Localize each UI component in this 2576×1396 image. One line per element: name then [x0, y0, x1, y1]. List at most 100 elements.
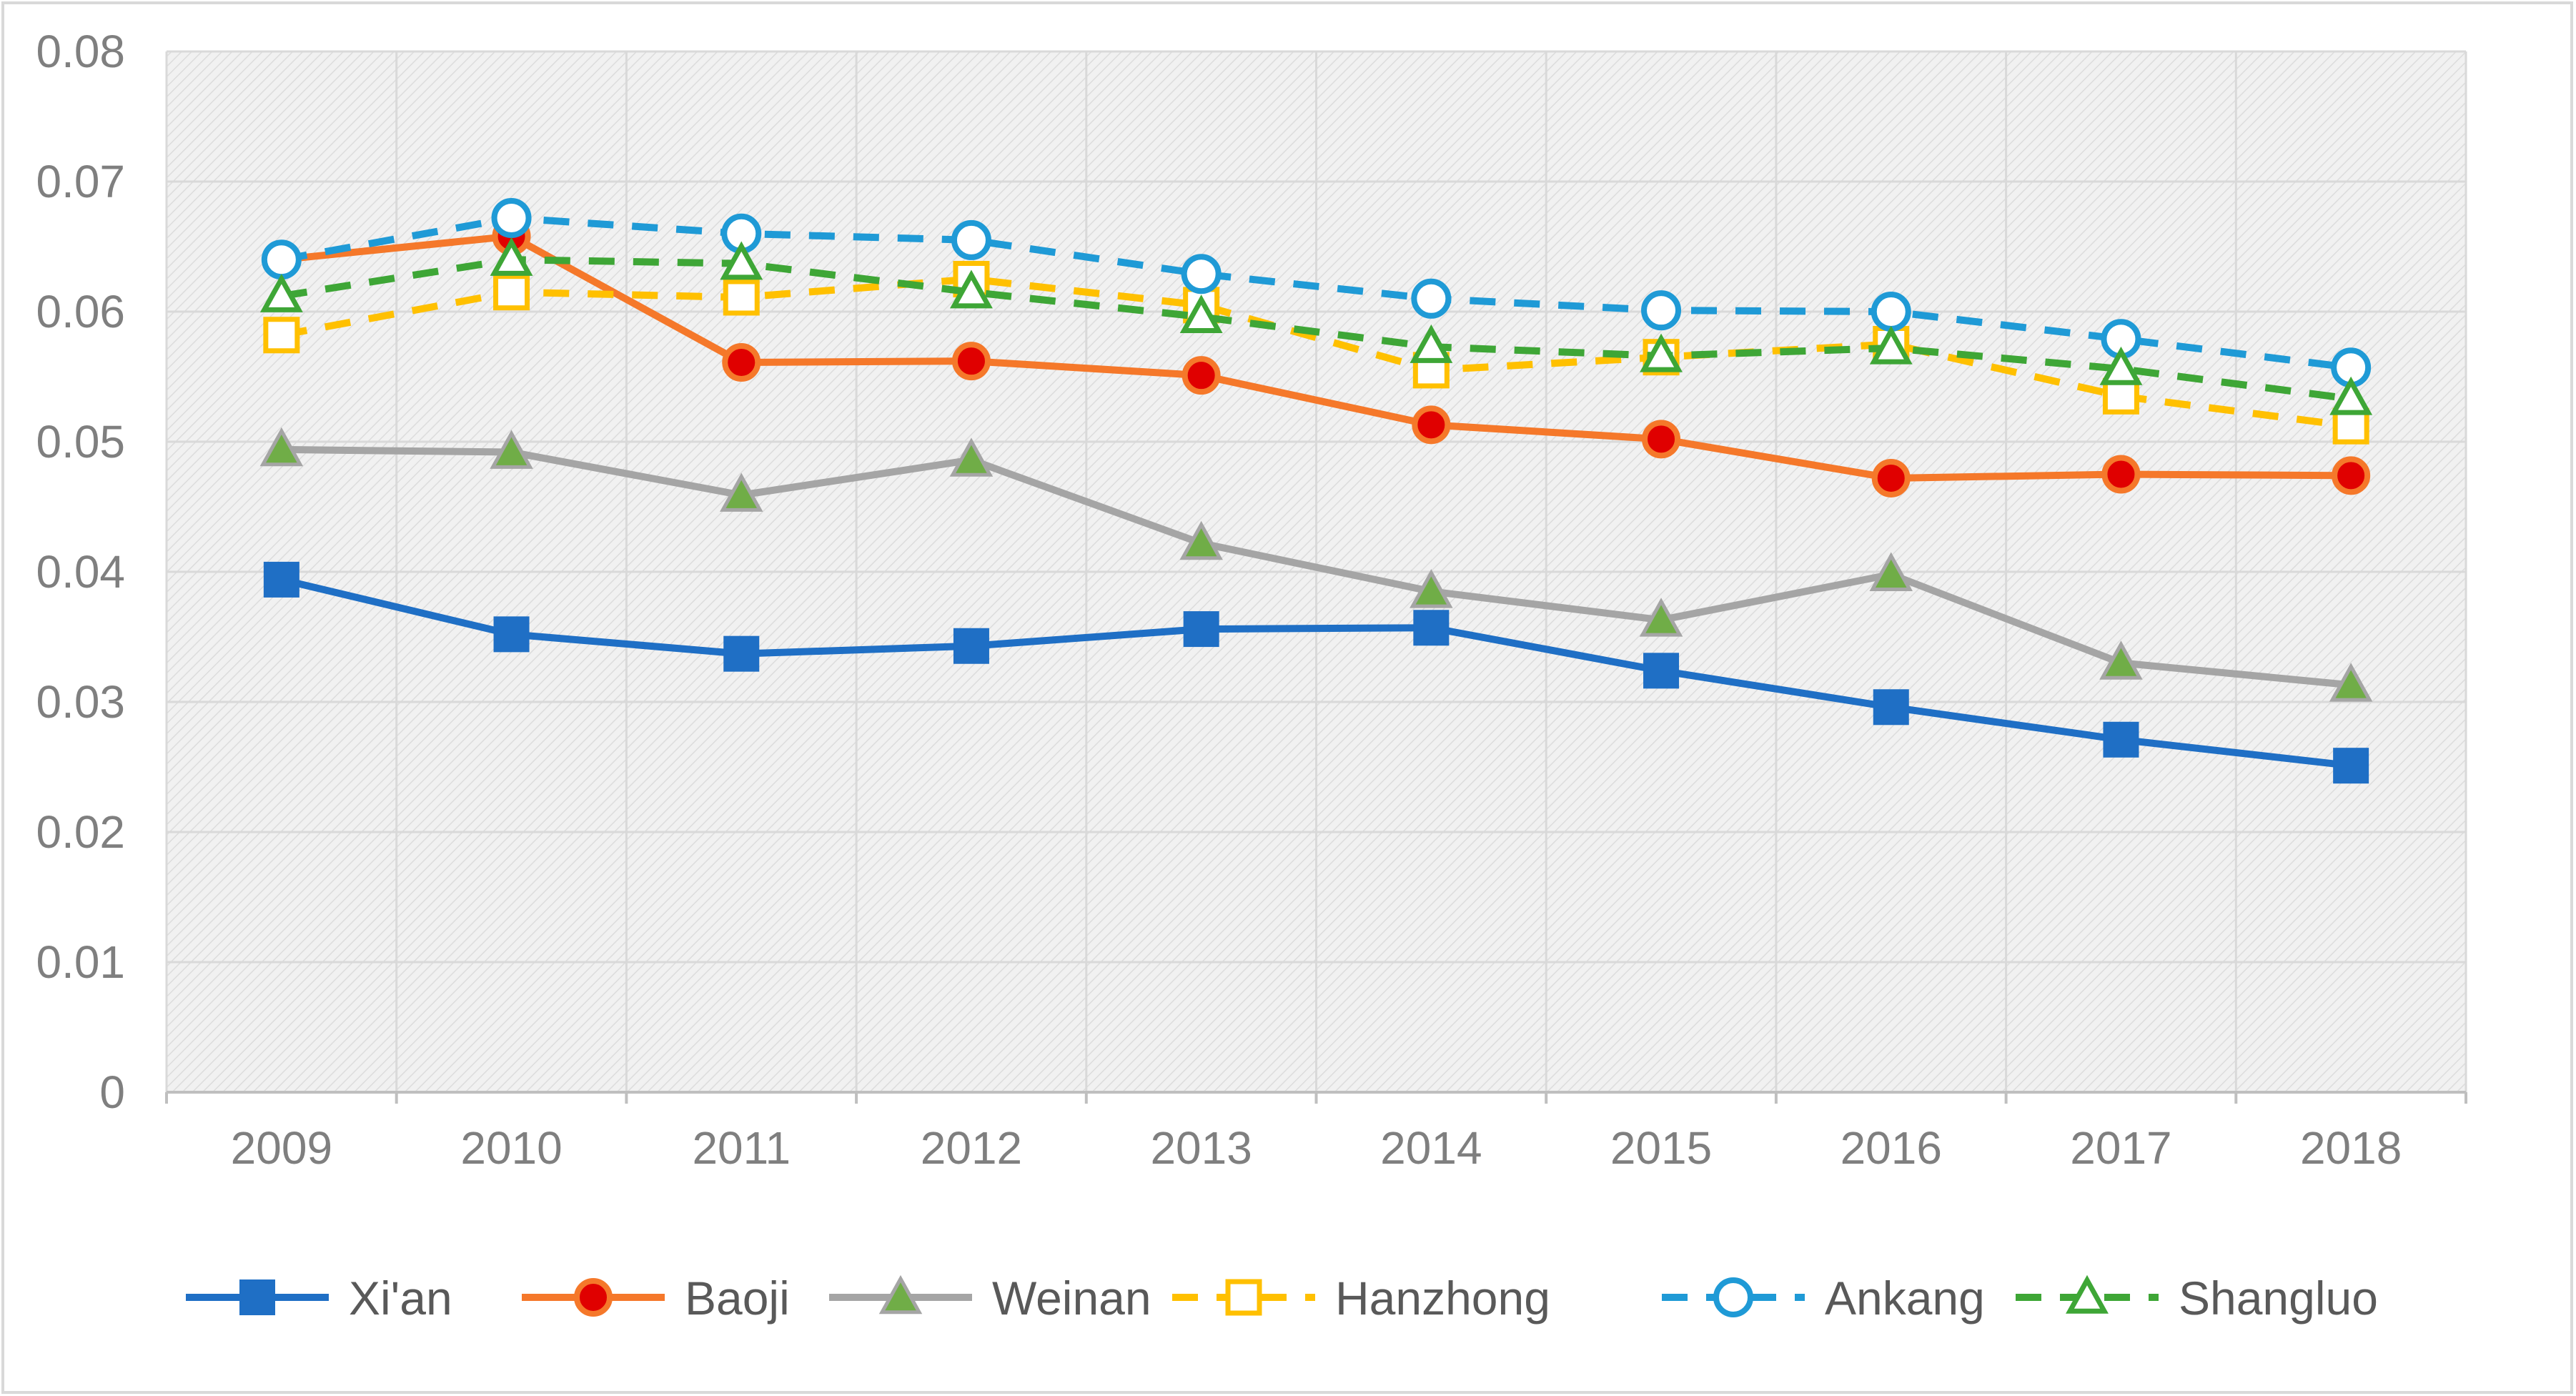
- x-tick-label: 2012: [921, 1122, 1022, 1174]
- series-line: [277, 445, 2355, 689]
- series-layer: [259, 197, 2373, 784]
- x-tick-label: 2010: [460, 1122, 562, 1174]
- x-tick-label: 2018: [2300, 1122, 2402, 1174]
- data-point: [2329, 663, 2373, 702]
- y-tick-label: 0.06: [36, 286, 125, 337]
- axes: 0 0.01 0.02 0.03 0.04 0.05 0.06 0.07 0.08 2009 201…: [36, 26, 2467, 1174]
- legend-marker: [1713, 1277, 1753, 1317]
- x-tick-label: 2013: [1150, 1122, 1252, 1174]
- data-point: [1179, 520, 1223, 560]
- data-point: [1641, 290, 1682, 331]
- x-tick-label: 2009: [231, 1122, 332, 1174]
- x-tick-label: 2017: [2070, 1122, 2171, 1174]
- data-point: [1869, 552, 1913, 591]
- data-point: [951, 342, 991, 381]
- data-point: [723, 635, 760, 672]
- y-tick-label: 0.01: [36, 936, 125, 988]
- legend-item: Xi'an: [186, 1272, 452, 1325]
- data-point: [1873, 689, 1909, 726]
- legend-label: Baoji: [685, 1272, 790, 1325]
- legend-label: Weinan: [992, 1272, 1151, 1325]
- data-point: [2332, 456, 2371, 495]
- series-weinan: [259, 427, 2373, 702]
- data-point: [2099, 640, 2143, 680]
- legend-item: Hanzhong: [1172, 1272, 1550, 1325]
- data-point: [2332, 407, 2369, 445]
- data-point: [263, 561, 299, 598]
- data-point: [2102, 377, 2139, 415]
- data-point: [949, 437, 994, 477]
- data-point: [722, 342, 761, 382]
- series-line: [277, 232, 2355, 482]
- legend-label: Xi'an: [349, 1272, 452, 1325]
- data-point: [2101, 455, 2141, 494]
- x-tick-label: 2016: [1841, 1122, 1942, 1174]
- legend-item: Weinan: [829, 1272, 1151, 1325]
- series-hanzhong: [263, 261, 2369, 445]
- data-point: [950, 269, 993, 309]
- series-line: [280, 275, 2352, 430]
- data-point: [1642, 420, 1681, 459]
- legend-item: Shangluo: [2016, 1272, 2378, 1325]
- data-point: [1410, 324, 1453, 363]
- data-point: [723, 279, 760, 316]
- legend-label: Hanzhong: [1335, 1272, 1550, 1325]
- data-point: [493, 274, 530, 311]
- legend-label: Shangluo: [2179, 1272, 2378, 1325]
- data-point: [1413, 610, 1450, 646]
- series-line: [277, 575, 2355, 770]
- data-point: [1869, 325, 1913, 365]
- data-point: [720, 472, 763, 512]
- data-point: [263, 317, 300, 354]
- legend-item: Baoji: [522, 1272, 790, 1325]
- series-baoji: [262, 217, 2371, 497]
- x-tick-label: 2015: [1610, 1122, 1712, 1174]
- series-line: [281, 256, 2352, 402]
- data-point: [1871, 458, 1911, 497]
- data-point: [1181, 254, 1222, 294]
- data-point: [259, 273, 303, 312]
- data-point: [1640, 333, 1683, 372]
- data-point: [493, 616, 530, 653]
- legend: Xi'an Baoji Weinan Hanzhong Ankang Shangluo: [186, 1272, 2378, 1325]
- x-tick-label: 2011: [692, 1122, 791, 1174]
- data-point: [490, 237, 533, 276]
- y-tick-label: 0.07: [36, 156, 125, 207]
- legend-marker: [878, 1274, 923, 1315]
- legend-label: Ankang: [1825, 1272, 1985, 1325]
- series-line: [280, 214, 2352, 372]
- data-point: [1410, 569, 1453, 608]
- data-point: [1643, 653, 1680, 689]
- series-shangluo: [259, 237, 2373, 415]
- y-tick-label: 0.03: [36, 676, 125, 728]
- legend-marker: [574, 1278, 613, 1317]
- data-point: [1871, 292, 1911, 332]
- x-tick-label: 2014: [1380, 1122, 1482, 1174]
- data-point: [259, 427, 304, 467]
- y-tick-label: 0.08: [36, 26, 125, 77]
- data-point: [261, 239, 302, 280]
- data-point: [1411, 278, 1452, 319]
- data-point: [2329, 376, 2373, 415]
- data-point: [953, 628, 989, 664]
- gridlines: [165, 50, 2467, 1094]
- legend-item: Ankang: [1662, 1272, 1985, 1325]
- data-point: [1182, 356, 1221, 395]
- y-tick-label: 0.04: [36, 546, 125, 598]
- y-tick-label: 0: [99, 1066, 125, 1118]
- data-point: [491, 197, 532, 238]
- series-xian: [263, 561, 2369, 784]
- y-tick-label: 0.05: [36, 416, 125, 467]
- data-point: [2103, 721, 2139, 758]
- data-point: [720, 241, 763, 280]
- data-point: [2099, 346, 2143, 385]
- y-tick-label: 0.02: [36, 806, 125, 858]
- series-ankang: [261, 197, 2372, 388]
- data-point: [2333, 748, 2369, 784]
- legend-marker: [239, 1279, 275, 1315]
- data-point: [951, 219, 991, 260]
- data-point: [490, 430, 533, 469]
- legend-marker: [2066, 1274, 2109, 1314]
